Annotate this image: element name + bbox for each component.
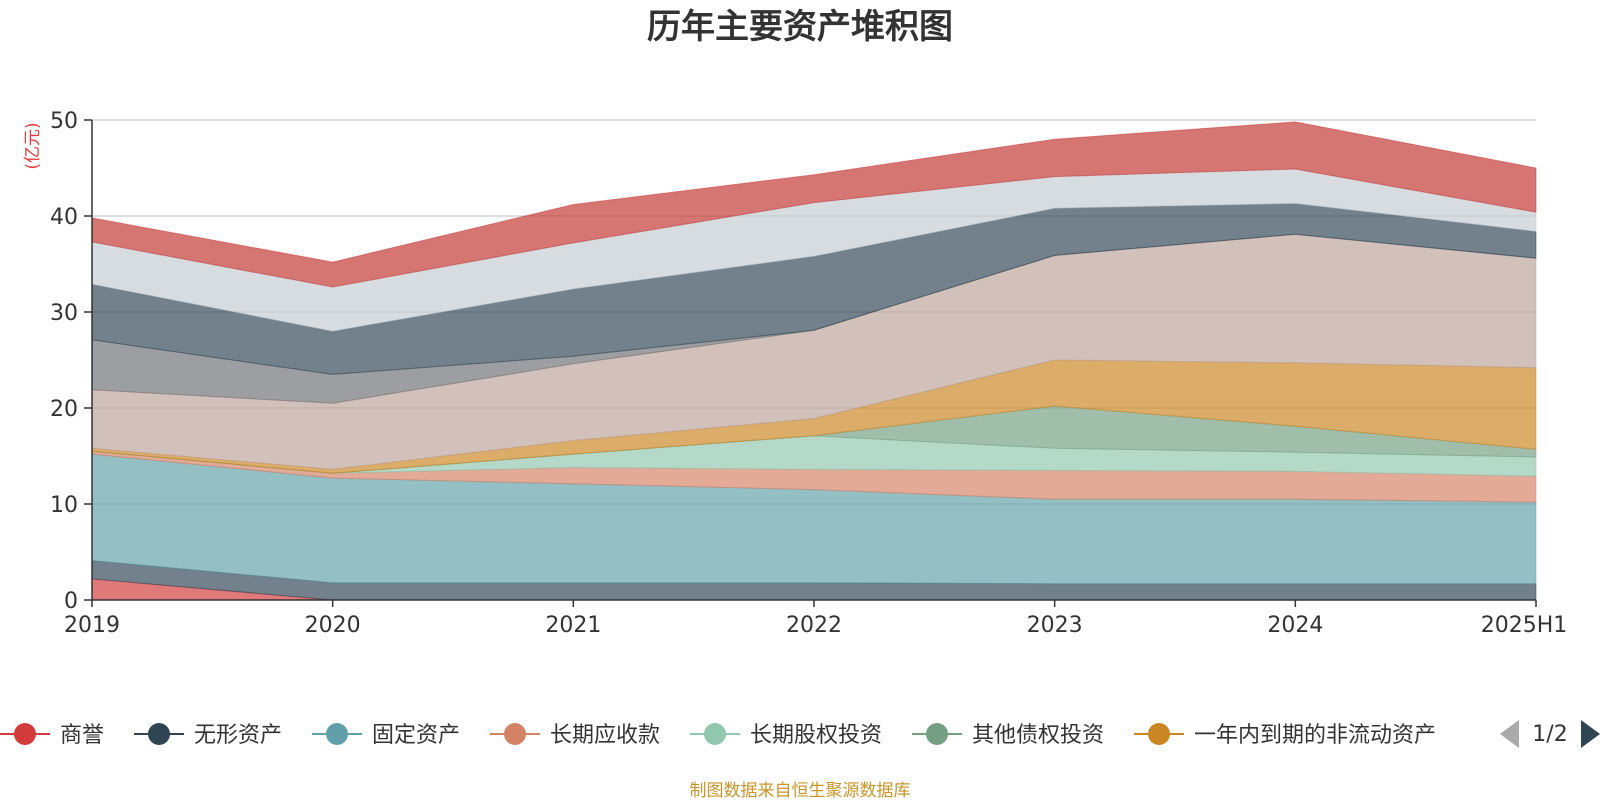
legend-item[interactable]: 长期应收款 — [490, 723, 660, 748]
legend-item[interactable]: 长期股权投资 — [690, 723, 882, 748]
legend: 商誉 无形资产 固定资产 长期应收款 长期股权投资 其他债权投资 一年内到期的非流动资产 — [0, 723, 1436, 748]
legend-item[interactable]: 商誉 — [0, 723, 104, 748]
y-axis-unit: (亿元) — [23, 122, 43, 169]
y-tick-label: 30 — [50, 301, 78, 326]
area-series-group — [91, 121, 1537, 601]
y-tick-label: 40 — [50, 205, 78, 230]
x-tick-label: 2022 — [786, 613, 842, 638]
chart-title: 历年主要资产堆积图 — [647, 7, 953, 47]
data-source: 制图数据来自恒生聚源数据库 — [690, 781, 911, 800]
legend-marker-icon — [926, 723, 948, 745]
legend-marker-icon — [14, 723, 36, 745]
x-tick-label: 2024 — [1267, 613, 1323, 638]
legend-label: 长期股权投资 — [750, 723, 882, 748]
legend-label: 长期应收款 — [550, 723, 660, 748]
legend-marker-icon — [148, 723, 170, 745]
y-tick-label: 0 — [64, 589, 78, 614]
x-tick-label: 2019 — [64, 613, 120, 638]
y-tick-label: 50 — [50, 109, 78, 134]
legend-label: 商誉 — [60, 723, 104, 748]
area-series-12 — [91, 121, 1537, 288]
legend-item[interactable]: 其他债权投资 — [912, 723, 1104, 748]
legend-prev-icon[interactable] — [1500, 720, 1519, 748]
legend-item[interactable]: 一年内到期的非流动资产 — [1134, 723, 1436, 748]
legend-item[interactable]: 无形资产 — [134, 723, 282, 748]
legend-label: 固定资产 — [372, 723, 460, 748]
legend-next-icon[interactable] — [1581, 720, 1600, 748]
x-tick-label: 2023 — [1027, 613, 1083, 638]
x-tick-label: 2020 — [305, 613, 361, 638]
legend-pager: 1/2 — [1500, 720, 1600, 748]
legend-label: 其他债权投资 — [972, 723, 1104, 748]
legend-marker-icon — [326, 723, 348, 745]
legend-marker-icon — [504, 723, 526, 745]
legend-marker-icon — [1148, 723, 1170, 745]
legend-label: 一年内到期的非流动资产 — [1194, 723, 1436, 748]
x-tick-label: 2025H1 — [1481, 613, 1568, 638]
legend-item[interactable]: 固定资产 — [312, 723, 460, 748]
x-tick-label: 2021 — [545, 613, 601, 638]
legend-page-indicator: 1/2 — [1532, 722, 1567, 747]
y-tick-label: 20 — [50, 397, 78, 422]
legend-label: 无形资产 — [194, 723, 282, 748]
axes: 0 10 20 30 40 50 2019 2020 2021 2022 2023 2024 2025H… — [50, 109, 1567, 638]
legend-marker-icon — [704, 723, 726, 745]
y-tick-label: 10 — [50, 493, 78, 518]
